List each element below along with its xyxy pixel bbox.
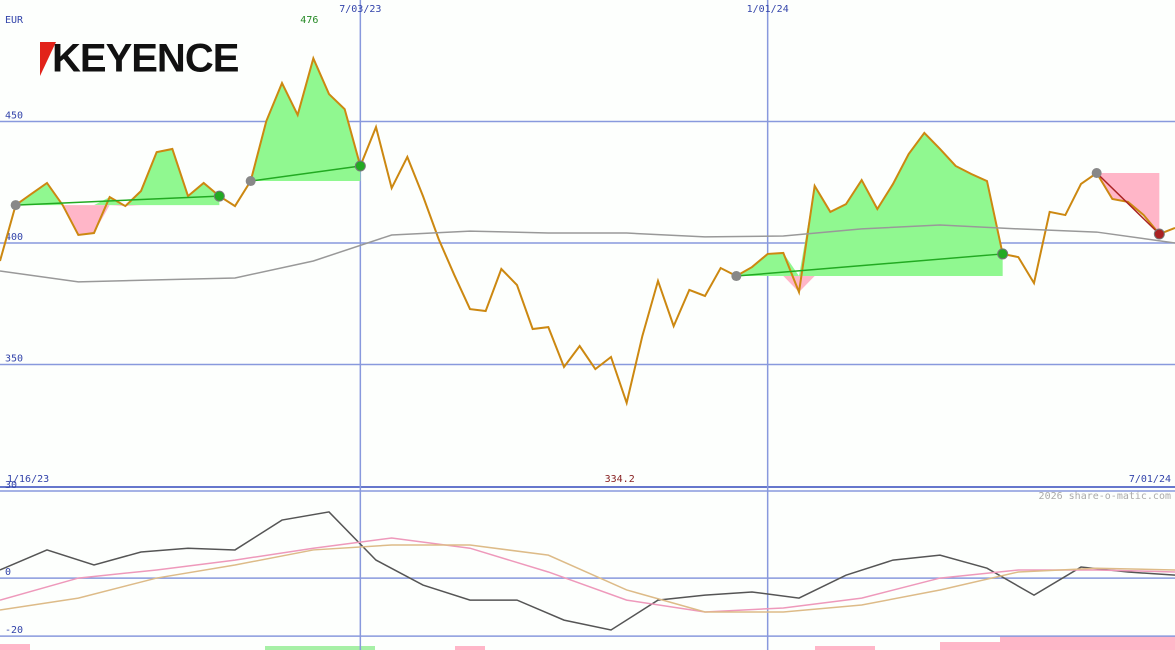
- y-tick-label: 0: [5, 567, 11, 578]
- signal-end: [213, 190, 225, 202]
- gain-area: [736, 132, 1003, 277]
- y-tick-label: 30: [5, 480, 17, 491]
- logo-mark: [40, 42, 56, 76]
- signal-line: [1096, 172, 1160, 235]
- currency: EUR: [5, 15, 24, 26]
- y-tick-label: -20: [5, 625, 23, 636]
- signal-start: [1091, 168, 1102, 179]
- watermark: 2026 share-o-matic.com: [1039, 491, 1171, 502]
- signal-line: [15, 195, 220, 206]
- logo: KEYENCE: [52, 37, 239, 81]
- high-label: 476: [300, 15, 318, 26]
- series-line: [0, 544, 1175, 613]
- signal-start: [731, 271, 742, 282]
- histogram-deco: [0, 636, 1175, 650]
- loss-area: [736, 276, 1003, 293]
- loss-area: [15, 205, 220, 235]
- signal-end: [354, 160, 366, 172]
- y-tick-label: 400: [5, 232, 23, 243]
- signal-end: [1153, 228, 1165, 240]
- low-label: 334.2: [605, 474, 635, 485]
- x-end-label: 7/01/24: [1129, 474, 1171, 485]
- series-line: [0, 224, 1175, 283]
- x-start-label: 1/16/23: [7, 474, 49, 485]
- signal-line: [250, 165, 361, 182]
- x-tick-label: 7/03/23: [339, 4, 381, 15]
- series-line: [0, 537, 1175, 613]
- signal-line: [736, 253, 1003, 277]
- y-tick-label: 450: [5, 111, 23, 122]
- signal-start: [245, 176, 256, 187]
- gain-area: [15, 148, 220, 206]
- signal-start: [10, 200, 21, 211]
- series-line: [0, 511, 1175, 631]
- series-line: [0, 55, 1175, 407]
- gain-area: [250, 58, 361, 182]
- signal-end: [997, 248, 1009, 260]
- x-tick-label: 1/01/24: [747, 4, 789, 15]
- y-tick-label: 350: [5, 354, 23, 365]
